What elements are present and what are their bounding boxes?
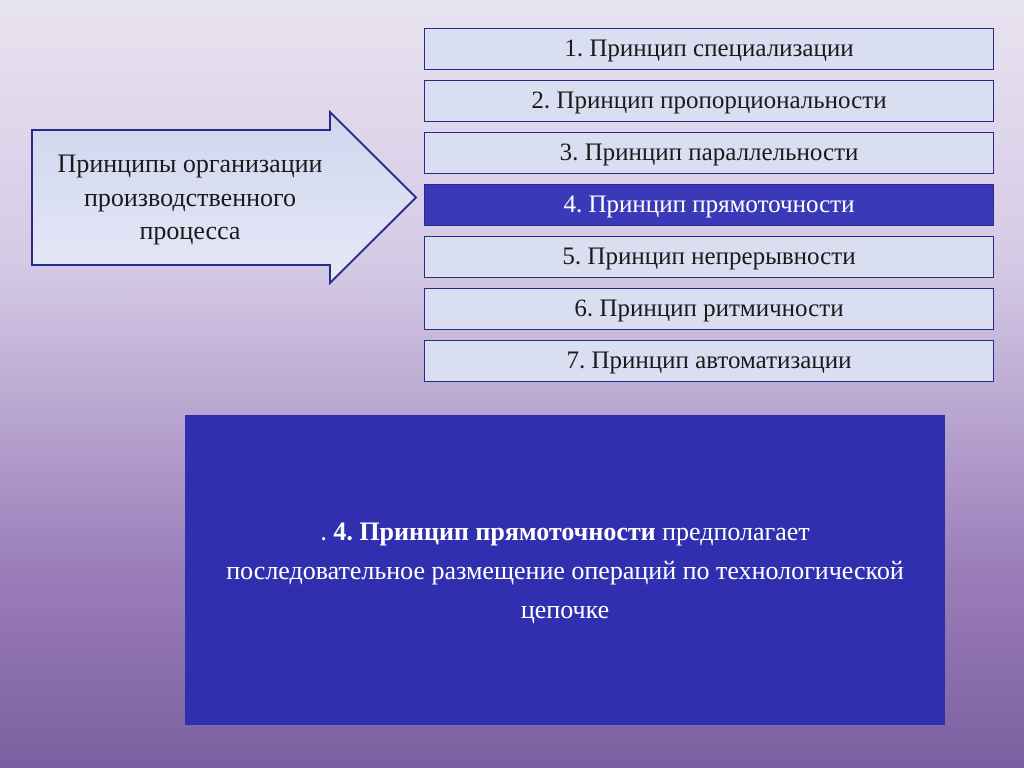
principle-item-4: 4. Принцип прямоточности [424,184,994,226]
arrow-callout: Принципы организации производственного п… [30,110,420,285]
principle-item-6: 6. Принцип ритмичности [424,288,994,330]
principle-label: 1. Принцип специализации [564,35,853,63]
arrow-label: Принципы организации производственного п… [50,130,330,265]
principle-label: 6. Принцип ритмичности [574,295,843,323]
principle-item-2: 2. Принцип пропорциональности [424,80,994,122]
principle-item-1: 1. Принцип специализации [424,28,994,70]
principles-list: 1. Принцип специализации 2. Принцип проп… [424,28,994,392]
principle-label: 2. Принцип пропорциональности [531,87,886,115]
principle-item-7: 7. Принцип автоматизации [424,340,994,382]
description-prefix: . [320,517,333,546]
principle-item-5: 5. Принцип непрерывности [424,236,994,278]
description-panel: . 4. Принцип прямоточности предполагает … [185,415,945,725]
principle-label: 3. Принцип параллельности [560,139,859,167]
principle-label: 4. Принцип прямоточности [564,191,855,219]
principle-item-3: 3. Принцип параллельности [424,132,994,174]
description-text: . 4. Принцип прямоточности предполагает … [225,512,905,629]
description-bold: 4. Принцип прямоточности [333,517,655,546]
principle-label: 5. Принцип непрерывности [562,243,855,271]
principle-label: 7. Принцип автоматизации [566,347,851,375]
